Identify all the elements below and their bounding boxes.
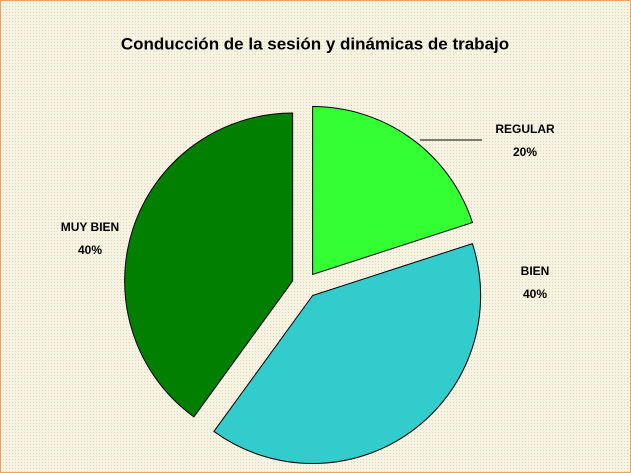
chart-title: Conducción de la sesión y dinámicas de t… bbox=[121, 34, 509, 53]
slice-label: BIEN bbox=[521, 264, 550, 278]
pie-slice bbox=[213, 242, 482, 465]
pie-slice bbox=[124, 112, 294, 418]
slice-label: REGULAR bbox=[495, 122, 555, 136]
pie-slice bbox=[312, 105, 474, 276]
slice-label: MUY BIEN bbox=[61, 220, 119, 234]
slice-value-label: 40% bbox=[523, 287, 547, 301]
slice-value-label: 20% bbox=[513, 145, 537, 159]
slice-value-label: 40% bbox=[78, 243, 102, 257]
